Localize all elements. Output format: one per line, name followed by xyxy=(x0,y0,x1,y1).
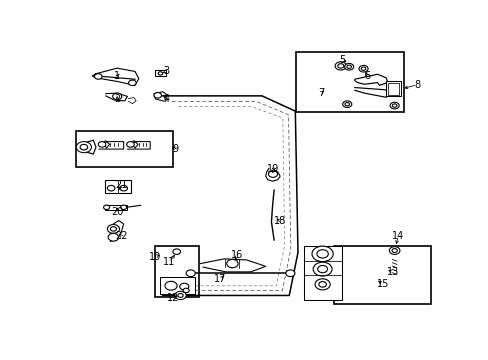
Bar xyxy=(104,180,131,193)
Text: 20: 20 xyxy=(111,207,123,217)
Circle shape xyxy=(80,144,87,150)
Circle shape xyxy=(358,66,367,72)
Circle shape xyxy=(346,65,351,68)
Bar xyxy=(76,131,173,167)
Circle shape xyxy=(337,64,343,68)
Circle shape xyxy=(311,246,332,262)
Text: 2: 2 xyxy=(114,94,120,104)
Circle shape xyxy=(120,185,127,191)
Circle shape xyxy=(314,279,329,290)
Circle shape xyxy=(173,249,180,255)
Bar xyxy=(155,70,165,76)
Circle shape xyxy=(342,101,351,108)
Text: 14: 14 xyxy=(391,231,404,241)
Circle shape xyxy=(128,80,136,86)
Bar xyxy=(104,204,126,210)
Circle shape xyxy=(268,171,277,177)
Circle shape xyxy=(154,93,161,98)
Text: 6: 6 xyxy=(364,72,369,81)
Bar xyxy=(333,246,430,304)
Text: 4: 4 xyxy=(163,94,169,104)
Text: 7: 7 xyxy=(317,88,324,98)
Circle shape xyxy=(107,185,115,191)
Text: 9: 9 xyxy=(172,144,178,153)
Circle shape xyxy=(126,141,134,147)
Circle shape xyxy=(388,247,399,255)
Text: 21: 21 xyxy=(115,180,127,190)
Circle shape xyxy=(158,72,163,75)
Circle shape xyxy=(98,141,105,147)
Text: 13: 13 xyxy=(386,267,398,277)
Text: 16: 16 xyxy=(231,250,243,260)
Circle shape xyxy=(164,281,177,290)
Circle shape xyxy=(312,262,331,276)
Text: 5: 5 xyxy=(339,55,345,65)
Text: 3: 3 xyxy=(163,66,169,76)
Bar xyxy=(159,278,194,294)
Text: 11: 11 xyxy=(163,257,175,267)
Circle shape xyxy=(121,205,126,210)
Circle shape xyxy=(175,291,186,300)
Text: 17: 17 xyxy=(214,274,226,284)
Circle shape xyxy=(107,225,119,233)
Text: 1: 1 xyxy=(114,72,120,81)
Bar xyxy=(296,51,403,112)
Circle shape xyxy=(76,141,91,153)
Circle shape xyxy=(344,103,349,106)
Circle shape xyxy=(226,260,238,268)
Bar xyxy=(387,82,398,95)
Circle shape xyxy=(316,250,327,258)
Circle shape xyxy=(285,270,294,276)
Bar xyxy=(303,246,341,300)
Bar xyxy=(386,81,400,96)
Text: 12: 12 xyxy=(166,293,179,303)
Circle shape xyxy=(108,233,119,241)
Text: 8: 8 xyxy=(413,80,420,90)
Circle shape xyxy=(361,67,365,70)
Bar xyxy=(155,246,198,297)
Text: 18: 18 xyxy=(273,216,285,226)
Circle shape xyxy=(389,102,398,109)
Circle shape xyxy=(110,227,116,231)
Circle shape xyxy=(391,249,396,252)
Circle shape xyxy=(317,266,327,273)
Circle shape xyxy=(334,62,346,70)
Circle shape xyxy=(178,293,183,297)
Text: 10: 10 xyxy=(149,252,161,262)
Text: 22: 22 xyxy=(115,231,127,241)
Circle shape xyxy=(180,283,188,290)
Circle shape xyxy=(112,93,122,100)
Circle shape xyxy=(103,205,109,210)
Text: 15: 15 xyxy=(376,279,388,289)
Circle shape xyxy=(344,63,353,70)
Circle shape xyxy=(183,288,189,293)
Circle shape xyxy=(186,270,195,276)
Circle shape xyxy=(391,104,396,107)
Circle shape xyxy=(318,282,326,287)
Text: 19: 19 xyxy=(266,164,279,174)
Circle shape xyxy=(94,74,102,79)
